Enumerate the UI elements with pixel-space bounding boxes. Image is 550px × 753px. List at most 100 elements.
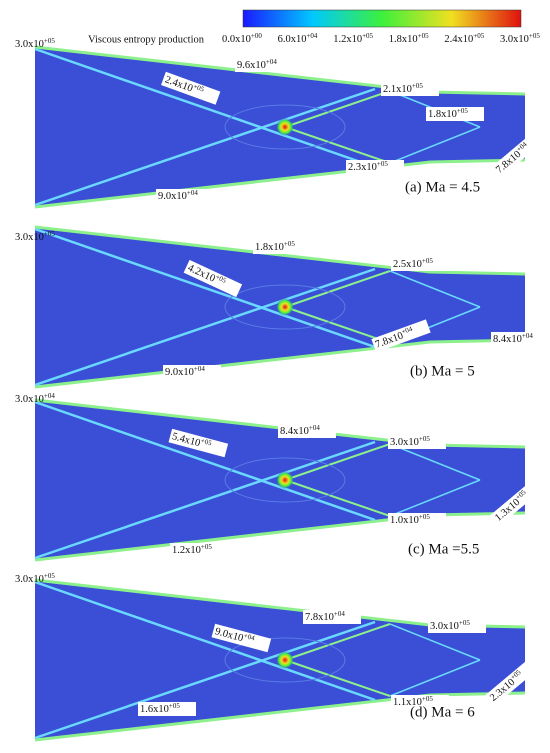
label-text: 2.3x10+05 xyxy=(348,160,388,174)
label-base: 9.6x10 xyxy=(237,60,266,71)
contour-label: 3.0x10+05 xyxy=(428,619,486,633)
label-exp: +04 xyxy=(194,365,205,373)
label-base: 0.0x10 xyxy=(222,34,251,45)
label-exp: +05 xyxy=(422,257,433,265)
label-box xyxy=(211,623,272,653)
label-base: 2.4x10 xyxy=(444,34,473,45)
label-box xyxy=(391,695,449,709)
label-base: 3.0x10 xyxy=(15,394,44,405)
label-box xyxy=(491,129,545,178)
contour-label: 3.0x10+05 xyxy=(388,435,446,449)
panel-caption: (b) Ma = 5 xyxy=(410,363,475,379)
label-base: 1.6x10 xyxy=(140,704,169,715)
label-text: 8.4x10+04 xyxy=(493,332,533,346)
label-box xyxy=(388,435,446,449)
label-box xyxy=(253,240,311,254)
contour-label: 3.0x10+05 xyxy=(15,230,55,244)
label-base: 3.0x10 xyxy=(15,39,44,50)
label-base: 9.0x10 xyxy=(158,191,187,202)
label-box xyxy=(491,332,549,346)
contour-label: 1.8x10+05 xyxy=(253,240,311,254)
label-base: 3.0x10 xyxy=(15,574,44,585)
label-exp: +04 xyxy=(309,424,320,432)
label-text: 1.2x10+05 xyxy=(172,543,212,557)
label-base: 1.2x10 xyxy=(172,545,201,556)
label-exp: +05 xyxy=(201,543,212,551)
label-base: 1.8x10 xyxy=(428,109,457,120)
contour-label: 8.4x10+04 xyxy=(491,332,549,346)
label-box xyxy=(161,71,221,105)
label-base: 3.0x10 xyxy=(430,621,459,632)
label-text: 3.0x10+05 xyxy=(500,32,540,46)
contour-label: 3.0x10+05 xyxy=(15,572,55,586)
label-box xyxy=(170,543,228,557)
label-exp: +05 xyxy=(284,240,295,248)
contour-label: 3.0x10+04 xyxy=(15,392,55,406)
label-base: 1.0x10 xyxy=(390,515,419,526)
label-exp: +05 xyxy=(192,82,205,93)
label-exp: +00 xyxy=(251,32,262,40)
label-box xyxy=(485,657,539,706)
panel-caption: (c) Ma =5.5 xyxy=(408,541,479,557)
label-text: 1.1x10+05 xyxy=(393,695,433,709)
label-base: 8.4x10 xyxy=(493,334,522,345)
contour-label: 0.0x10+00 xyxy=(222,32,262,46)
label-box xyxy=(428,619,486,633)
label-text: 6.0x10+04 xyxy=(278,32,318,46)
label-base: 3.0x10 xyxy=(15,232,44,243)
colorbar xyxy=(242,9,522,28)
label-exp: +05 xyxy=(169,702,180,710)
label-text: 9.0x10+04 xyxy=(158,189,198,203)
contour-label: 9.6x10+04 xyxy=(235,58,293,72)
label-base: 2.3x10 xyxy=(348,162,377,173)
label-text: 3.0x10+05 xyxy=(15,230,55,244)
label-exp: +05 xyxy=(457,107,468,115)
label-base: 9.0x10 xyxy=(165,367,194,378)
label-exp: +05 xyxy=(362,32,373,40)
label-text: 7.8x10+04 xyxy=(305,610,345,624)
label-box xyxy=(168,428,229,458)
label-text: 1.6x10+05 xyxy=(140,702,180,716)
contour-label: 1.8x10+05 xyxy=(426,107,484,121)
label-text: 1.8x10+05 xyxy=(255,240,295,254)
colorbar-title: Viscous entropy production xyxy=(88,34,205,45)
label-exp: +04 xyxy=(44,392,55,400)
label-exp: +05 xyxy=(44,572,55,580)
contour-label: 2.3x10+05 xyxy=(346,160,404,174)
label-exp: +05 xyxy=(529,32,540,40)
label-box xyxy=(138,702,196,716)
label-text: 1.2x10+05 xyxy=(333,32,373,46)
label-box xyxy=(235,58,293,72)
label-base: 8.4x10 xyxy=(280,426,309,437)
contour-label: 8.4x10+04 xyxy=(278,424,336,438)
label-base: 3.0x10 xyxy=(390,437,419,448)
label-exp: +04 xyxy=(522,332,533,340)
label-box xyxy=(371,319,431,353)
label-exp: +04 xyxy=(334,610,345,618)
label-exp: +04 xyxy=(243,631,256,642)
label-text: 3.0x10+05 xyxy=(390,435,430,449)
contour-label: 2.1x10+05 xyxy=(381,82,439,96)
label-exp: +05 xyxy=(418,32,429,40)
panel-caption: (d) Ma = 6 xyxy=(410,704,475,720)
label-text: 0.0x10+00 xyxy=(222,32,262,46)
label-exp: +05 xyxy=(473,32,484,40)
label-exp: +04 xyxy=(266,58,277,66)
label-box xyxy=(388,513,446,527)
label-box xyxy=(391,257,449,271)
contour-label: 1.2x10+05 xyxy=(333,32,373,46)
label-text: 2.1x10+05 xyxy=(383,82,423,96)
label-box xyxy=(381,82,439,96)
label-base: 7.8x10 xyxy=(305,612,334,623)
label-box xyxy=(490,477,544,526)
label-text: 1.8x10+05 xyxy=(428,107,468,121)
contour-label: 3.0x10+05 xyxy=(500,32,540,46)
contour-label: 1.6x10+05 xyxy=(138,702,196,716)
contour-label: 9.0x10+04 xyxy=(163,365,221,379)
label-base: 1.2x10 xyxy=(333,34,362,45)
panel-caption: (a) Ma = 4.5 xyxy=(405,179,480,195)
label-base: 2.1x10 xyxy=(383,84,412,95)
label-exp: +05 xyxy=(44,230,55,238)
label-box xyxy=(278,424,336,438)
